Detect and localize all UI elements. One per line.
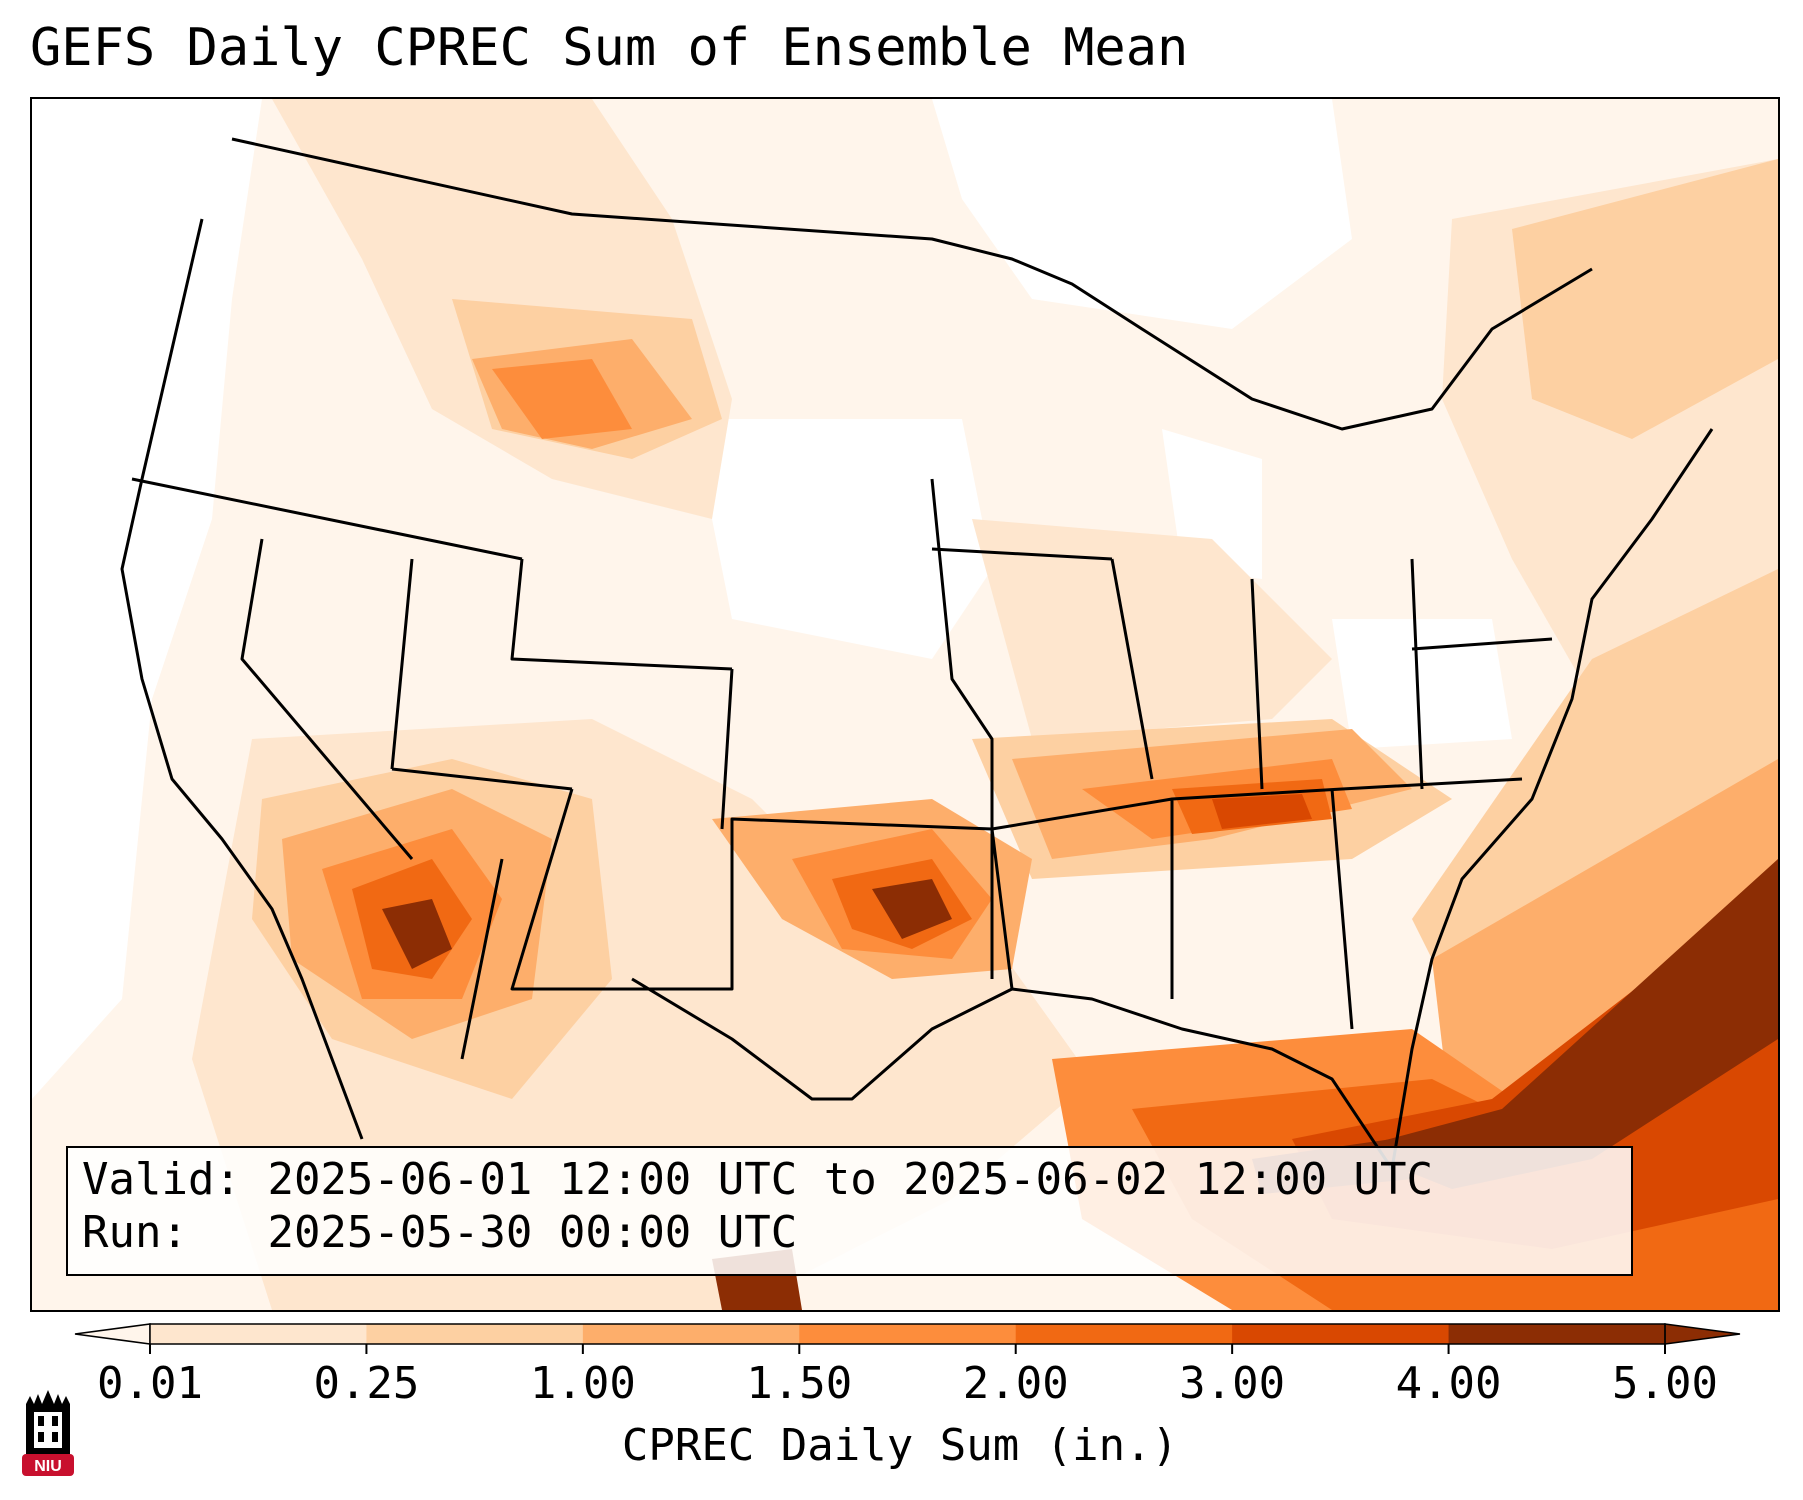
precip-zone-none [32,99,262,1099]
precip-zone-none [692,419,992,659]
colorbar-outline [149,1323,1666,1345]
colorbar-segment [366,1324,584,1344]
logo-text: NIU [34,1458,62,1475]
boundaries [120,137,1714,1170]
colorbar-segment [582,1324,800,1344]
colorbar-segment [150,1324,367,1344]
colorbar-tick-label: 3.00 [1179,1358,1286,1409]
coastline-atlantic [1390,428,1714,1170]
niu-logo-icon: NIU [22,1390,74,1476]
info-box: Valid: 2025-06-01 12:00 UTC to 2025-06-0… [66,1146,1633,1276]
valid-label: Valid: [82,1154,241,1205]
run-value: 2025-05-30 00:00 UTC [267,1207,798,1258]
colorbar-segment [799,1324,1017,1344]
colorbar-segment [1232,1324,1450,1344]
colorbar-segment [1015,1324,1233,1344]
precip-zone-darkest [1352,859,1778,1189]
state-borders [930,478,1553,1030]
colorbar-tick-marks [149,1344,1666,1354]
precip-zone-rust [1212,794,1312,829]
colorbar-segments [74,1323,1741,1345]
colorbar-segment [1448,1324,1666,1344]
precip-zone-lightmid [1512,159,1778,439]
precip-field [32,99,1778,1310]
precip-zone-light [972,519,1332,739]
precip-zone-none [932,99,1352,329]
map-title: GEFS Daily CPREC Sum of Ensemble Mean [30,18,1189,78]
precip-zone-darkest [872,879,952,939]
state-borders [131,477,1014,1060]
precip-zone-darkest [382,899,452,969]
colorbar-tick-label: 1.00 [529,1358,636,1409]
colorbar-tick-label: 0.01 [97,1358,203,1409]
colorbar-label: CPREC Daily Sum (in.) [621,1420,1179,1471]
colorbar [74,1323,1741,1354]
colorbar-tick-label: 0.25 [313,1358,420,1409]
map-canvas [32,99,1778,1310]
precip-zone-orange [492,359,632,439]
colorbar-tick-label: 4.00 [1395,1358,1502,1409]
colorbar-extend-low [74,1323,151,1345]
border-canada-us [231,137,1593,431]
colorbar-tick-label: 2.00 [962,1358,1069,1409]
colorbar-tick-label: 5.00 [1612,1358,1718,1409]
precip-map [30,97,1780,1312]
valid-value: 2025-06-01 12:00 UTC to 2025-06-02 12:00… [267,1154,1434,1205]
precip-zone-none [1332,619,1512,749]
run-label: Run: [82,1207,188,1258]
colorbar-extend-high [1664,1323,1741,1345]
colorbar-tick-label: 1.50 [746,1358,853,1409]
coastline-pacific [120,218,364,1140]
